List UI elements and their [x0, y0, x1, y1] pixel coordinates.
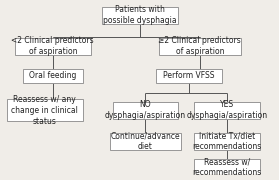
Text: YES
dysphagia/aspiration: YES dysphagia/aspiration [186, 100, 268, 120]
FancyBboxPatch shape [102, 7, 178, 24]
FancyBboxPatch shape [194, 102, 260, 119]
FancyBboxPatch shape [6, 99, 83, 122]
FancyBboxPatch shape [194, 159, 260, 176]
FancyBboxPatch shape [194, 133, 260, 150]
Text: <2 Clinical predictors
of aspiration: <2 Clinical predictors of aspiration [11, 36, 94, 56]
FancyBboxPatch shape [110, 133, 181, 150]
Text: ≥2 Clinical predictors
of aspiration: ≥2 Clinical predictors of aspiration [158, 36, 241, 56]
FancyBboxPatch shape [159, 38, 240, 55]
Text: Reassess w/
recommendations: Reassess w/ recommendations [192, 157, 262, 177]
FancyBboxPatch shape [23, 69, 83, 83]
Text: Oral feeding: Oral feeding [29, 71, 76, 80]
Text: Perform VFSS: Perform VFSS [163, 71, 215, 80]
FancyBboxPatch shape [156, 69, 222, 83]
Text: Initiate Tx/diet
recommendations: Initiate Tx/diet recommendations [192, 131, 262, 151]
FancyBboxPatch shape [15, 38, 91, 55]
Text: NO
dysphagia/aspiration: NO dysphagia/aspiration [105, 100, 186, 120]
FancyBboxPatch shape [113, 102, 178, 119]
Text: Continue/advance
diet: Continue/advance diet [110, 131, 180, 151]
Text: Patients with
possible dysphagia: Patients with possible dysphagia [103, 5, 177, 25]
Text: Reassess w/ any
change in clinical
status: Reassess w/ any change in clinical statu… [11, 95, 78, 126]
